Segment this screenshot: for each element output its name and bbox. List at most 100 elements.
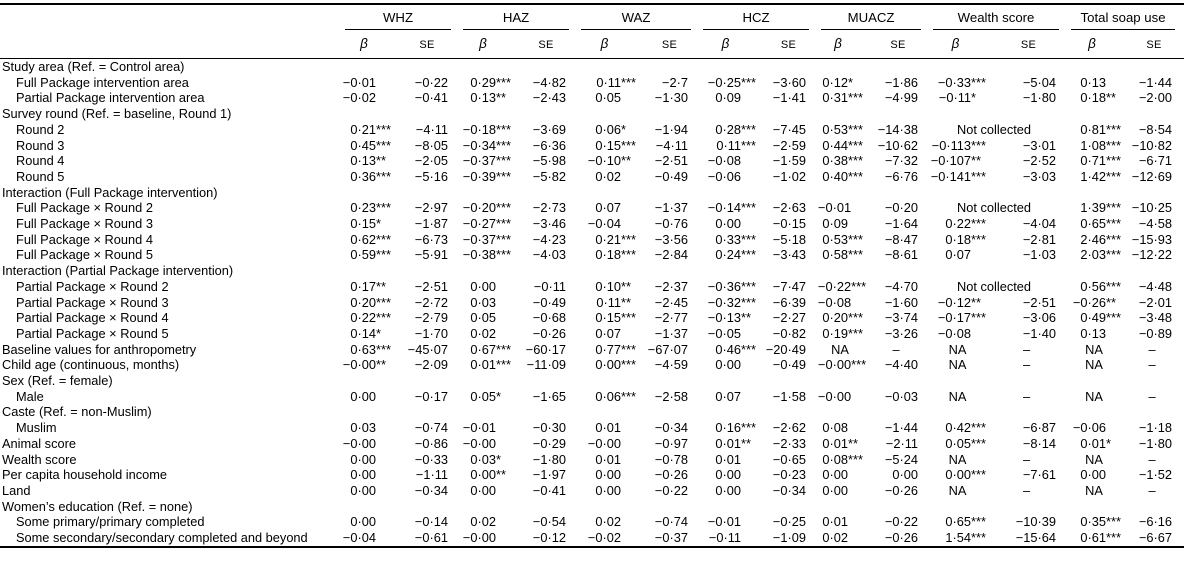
value-number: 0·24 — [715, 247, 741, 263]
beta-value: 0·63*** — [350, 341, 391, 357]
value-number: −0·06 — [707, 168, 741, 184]
column-group-label: Total soap use — [1071, 5, 1176, 30]
se-value: −0·33 — [400, 452, 460, 468]
value-number: 0·08 — [822, 420, 849, 436]
value-number: 0·00 — [715, 357, 741, 373]
se-value: −1·44 — [872, 420, 930, 436]
value-number: 0·02 — [595, 168, 621, 184]
value-number: −0·141 — [930, 168, 972, 184]
na-cell: NA — [948, 482, 967, 498]
value-number: 0·01 — [715, 435, 741, 451]
beta-value: −0·25*** — [707, 74, 756, 90]
value-number: 0·00 — [470, 278, 496, 294]
value-number: 0·05 — [470, 310, 496, 326]
se-value: −1·44 — [1130, 75, 1184, 91]
dash-cell: – — [1148, 341, 1156, 357]
row-label: Muslim — [16, 420, 57, 436]
value-number: −2·84 — [654, 247, 688, 263]
value-number: −3·69 — [532, 121, 566, 137]
se-value: −2·37 — [645, 279, 700, 295]
value-number: 0·33 — [715, 231, 741, 247]
value-number: 0·00 — [470, 467, 496, 483]
se-value: −0·49 — [645, 169, 700, 185]
dash-cell: – — [1022, 341, 1031, 357]
beta-value: 0·77*** — [595, 341, 636, 357]
value-number: −0·30 — [532, 420, 566, 436]
value-number: −0·20 — [884, 200, 919, 216]
value-number: −0·97 — [654, 435, 688, 451]
column-group-header: Total soap use — [1068, 4, 1184, 30]
value-number: −1·41 — [772, 90, 807, 106]
value-number: 0·06 — [595, 388, 621, 404]
value-number: −0·49 — [532, 294, 566, 310]
se-value: −4·04 — [995, 216, 1068, 232]
value-number: −0·22 — [414, 74, 448, 90]
se-value: −20·49 — [765, 342, 818, 358]
beta-value: −0·37*** — [462, 231, 511, 247]
column-group-header: Wealth score — [930, 4, 1068, 30]
value-number: −0·25 — [707, 74, 741, 90]
value-number: −0·33 — [414, 451, 448, 467]
beta-value: −0·11 — [700, 530, 765, 547]
not-collected-cell: Not collected — [957, 278, 1032, 294]
value-number: −0·22 — [884, 514, 919, 530]
value-number: 0·01 — [1080, 435, 1107, 451]
beta-header: β — [460, 30, 520, 59]
beta-value: 0·67*** — [470, 341, 511, 357]
se-value: −2·11 — [872, 436, 930, 452]
beta-value: 0·00*** — [595, 357, 636, 373]
value-number: −4·99 — [884, 90, 919, 106]
se-value: −1·94 — [645, 122, 700, 138]
value-number: −4·40 — [884, 357, 919, 373]
value-number: −2·79 — [414, 310, 448, 326]
value-number: −1·44 — [1138, 74, 1173, 90]
value-number: 0·00 — [350, 514, 376, 530]
value-number: −0·86 — [414, 435, 448, 451]
se-value: −0·15 — [765, 216, 818, 232]
value-number: −1·37 — [654, 200, 688, 216]
se-value: −0·14 — [400, 514, 460, 530]
se-value: −2·52 — [995, 153, 1068, 169]
row-label: Partial Package × Round 3 — [16, 294, 169, 310]
beta-value: 0·24*** — [715, 247, 756, 263]
value-number: −2·72 — [414, 294, 448, 310]
value-number: 0·00 — [715, 216, 741, 232]
value-number: −0·00 — [462, 530, 496, 546]
beta-value: 0·08*** — [822, 451, 863, 467]
value-number: −0·38 — [462, 247, 496, 263]
value-number: 0·65 — [1080, 216, 1107, 232]
value-number: 0·00 — [945, 467, 972, 483]
value-number: −0·04 — [342, 530, 376, 546]
beta-header: β — [700, 30, 765, 59]
value-number: 0·01 — [822, 514, 849, 530]
value-number: 0·12 — [822, 74, 849, 90]
se-value: −3·06 — [995, 310, 1068, 326]
value-number: −6·87 — [1022, 420, 1057, 436]
se-value: −45·07 — [400, 342, 460, 358]
value-number: 0·01 — [595, 420, 621, 436]
value-number: 0·00 — [715, 467, 741, 483]
se-header: SE — [995, 30, 1069, 59]
se-header: SE — [520, 30, 578, 59]
value-number: 0·02 — [822, 530, 849, 546]
value-number: −2·05 — [414, 153, 448, 169]
table-row: Per capita household income 0·00 −1·11 0·00… — [0, 467, 1184, 483]
value-number: −5·82 — [532, 168, 566, 184]
not-collected-cell: Not collected — [957, 121, 1032, 137]
value-number: −0·34 — [414, 482, 448, 498]
beta-value: −0·00** — [342, 357, 386, 373]
beta-value: 1·42*** — [1080, 168, 1121, 184]
value-number: 0·40 — [822, 168, 849, 184]
value-number: −0·06 — [1072, 420, 1107, 436]
se-value: −1·80 — [520, 452, 578, 468]
beta-value: 0·00*** — [945, 467, 986, 483]
value-number: 0·05 — [595, 90, 621, 106]
se-value: −0·76 — [645, 216, 700, 232]
beta-value: −0·02 — [342, 90, 400, 106]
value-number: −3·01 — [1022, 137, 1057, 153]
se-value: −3·03 — [995, 169, 1068, 185]
value-number: 2·46 — [1080, 231, 1107, 247]
value-number: 0·62 — [350, 231, 376, 247]
se-value: −15·64 — [995, 530, 1068, 547]
